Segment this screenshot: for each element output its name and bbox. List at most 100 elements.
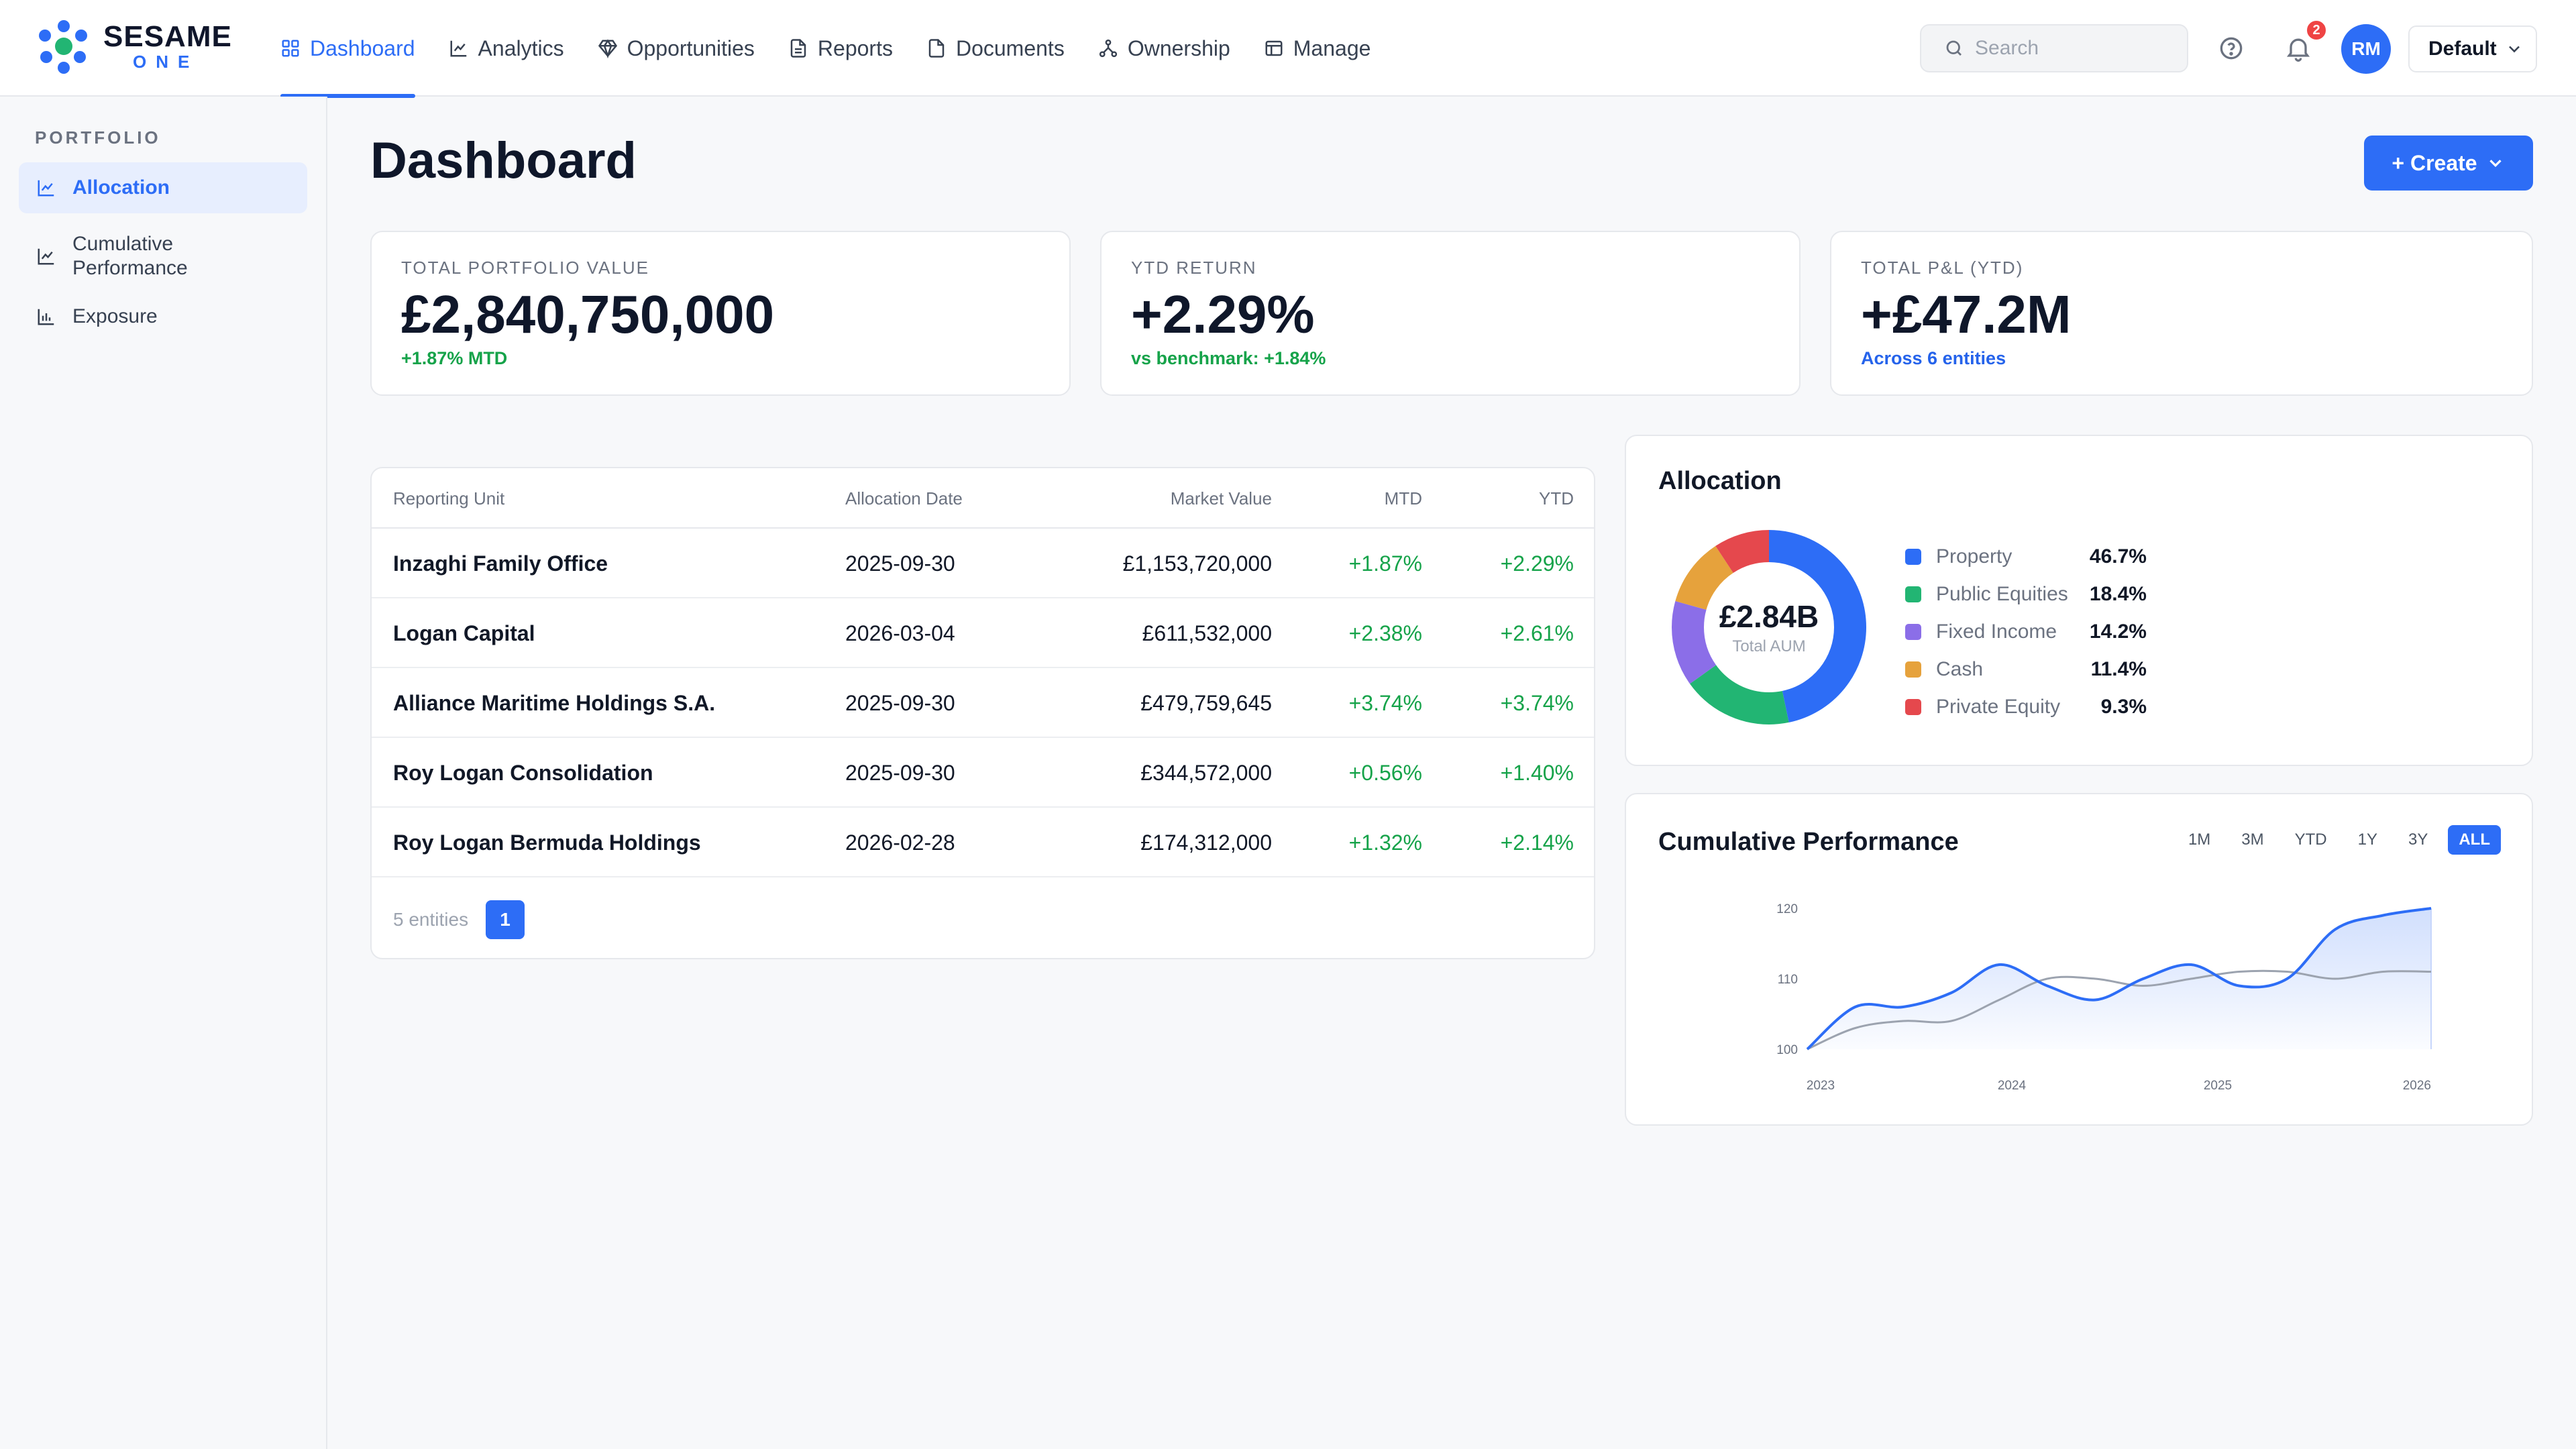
sidebar-item-label: Exposure [72, 305, 158, 327]
legend-item[interactable]: Public Equities 18.4% [1905, 576, 2147, 613]
grid-icon [280, 38, 301, 58]
range-button[interactable]: 1Y [2357, 830, 2377, 849]
legend-item[interactable]: Property 46.7% [1905, 538, 2147, 576]
nav-manage[interactable]: Manage [1264, 0, 1371, 97]
column-header[interactable]: YTD [1539, 488, 1574, 508]
portfolio-line[interactable] [1806, 907, 2432, 1051]
column-header[interactable]: MTD [1384, 488, 1422, 508]
kpi-sub: +1.87% MTD [401, 348, 508, 368]
legend-label: Fixed Income [1936, 621, 2057, 643]
cell-mtd: +1.32% [1348, 830, 1422, 855]
donut-slice[interactable] [1672, 530, 1866, 724]
kpi-label: TOTAL P&L (YTD) [1861, 258, 2024, 278]
cell-mtd: +0.56% [1348, 760, 1422, 785]
benchmark-line[interactable] [1807, 969, 2432, 1051]
legend-value: 11.4% [2090, 658, 2147, 680]
kpi-card-total-pnl: TOTAL P&L (YTD) +£47.2M Across 6 entitie… [1830, 231, 2533, 396]
nav-ownership[interactable]: Ownership [1098, 0, 1230, 97]
cell-reporting-unit: Alliance Maritime Holdings S.A. [393, 690, 716, 715]
legend-label: Cash [1936, 658, 1984, 680]
cell-ytd: +1.40% [1500, 760, 1574, 785]
column-header[interactable]: Market Value [1170, 488, 1272, 508]
range-button[interactable]: YTD [2294, 830, 2327, 849]
kpi-label: YTD RETURN [1131, 258, 1257, 278]
create-button-label: + Create [2392, 150, 2477, 175]
chevron-down-icon [2489, 160, 2502, 168]
performance-title: Cumulative Performance [1658, 828, 1959, 856]
table-row[interactable]: Roy Logan Bermuda Holdings 2026-02-28 £174… [372, 808, 1594, 877]
sidebar-item-exposure[interactable]: Exposure [19, 297, 307, 337]
avatar[interactable]: RM [2341, 24, 2391, 74]
range-button[interactable]: ALL [2448, 825, 2501, 855]
nav-reports[interactable]: Reports [788, 0, 893, 97]
table-row[interactable]: Logan Capital 2026-03-04 £611,532,000 +2.38… [372, 598, 1594, 668]
donut-slice[interactable] [1672, 530, 1866, 724]
cell-mtd: +2.38% [1348, 621, 1422, 645]
help-icon[interactable] [2216, 34, 2246, 63]
legend-item[interactable]: Private Equity 9.3% [1905, 688, 2147, 726]
legend-value: 46.7% [2089, 545, 2147, 568]
cell-allocation-date: 2025-09-30 [845, 551, 955, 576]
sidebar: PORTFOLIO Allocation Cumulative Performa… [0, 97, 327, 1449]
donut-slice[interactable] [1672, 530, 1866, 724]
legend-label: Public Equities [1936, 583, 2068, 605]
cell-allocation-date: 2026-03-04 [845, 621, 955, 645]
range-button[interactable]: 3Y [2408, 830, 2428, 849]
kpi-label: TOTAL PORTFOLIO VALUE [401, 258, 649, 278]
range-button[interactable]: 3M [2241, 830, 2264, 849]
y-tick-label: 100 [1776, 1043, 1798, 1057]
cell-reporting-unit: Roy Logan Bermuda Holdings [393, 830, 701, 855]
column-header[interactable]: Reporting Unit [393, 488, 505, 508]
nav-label: Documents [955, 36, 1065, 60]
cell-ytd: +2.61% [1500, 621, 1574, 645]
portfolio-area [1807, 908, 2431, 1049]
legend-swatch [1905, 624, 1921, 640]
cell-market-value: £1,153,720,000 [1122, 551, 1272, 576]
cell-mtd: +1.87% [1348, 551, 1422, 576]
sidebar-item-allocation[interactable]: Allocation [19, 162, 307, 213]
cell-market-value: £479,759,645 [1140, 690, 1272, 715]
brand-logo[interactable]: SESAME ONE [35, 16, 232, 76]
cumulative-performance-card: Cumulative Performance 1M 3M YTD 1Y 3Y ALL 10… [1625, 793, 2533, 1126]
nav-dashboard[interactable]: Dashboard [280, 0, 415, 98]
sesame-logo-icon [35, 17, 91, 75]
nav-label: Ownership [1127, 36, 1230, 60]
line-chart-icon [38, 180, 54, 197]
pagination-page-button[interactable]: 1 [486, 900, 525, 939]
legend-item[interactable]: Cash 11.4% [1905, 651, 2147, 688]
profile-select-value: Default [2428, 38, 2497, 60]
sidebar-item-label: Allocation [72, 176, 170, 199]
nav-opportunities[interactable]: Opportunities [598, 0, 755, 97]
allocation-legend: Property 46.7% Public Equities 18.4% Fixed I… [1905, 538, 2147, 726]
total-aum-value: £2.84B [1719, 599, 1819, 634]
legend-value: 18.4% [2089, 583, 2147, 605]
bell-icon[interactable] [2284, 34, 2313, 63]
search-input[interactable]: Search [1920, 24, 2188, 72]
top-bar: SESAME ONE Dashboard Analytics Opportuni… [0, 0, 2576, 98]
table-row[interactable]: Inzaghi Family Office 2025-09-30 £1,153,72… [372, 529, 1594, 598]
x-tick-label: 2025 [2204, 1079, 2232, 1093]
nav-documents[interactable]: Documents [926, 0, 1065, 97]
cell-market-value: £174,312,000 [1140, 830, 1272, 855]
x-tick-label: 2024 [1998, 1079, 2027, 1093]
bar-chart-icon [38, 309, 54, 325]
profile-select[interactable]: Default [2408, 25, 2537, 72]
legend-item[interactable]: Fixed Income 14.2% [1905, 613, 2147, 651]
kpi-card-total-portfolio-value: TOTAL PORTFOLIO VALUE £2,840,750,000 +1.… [370, 231, 1071, 396]
y-tick-label: 110 [1778, 973, 1798, 987]
brand-name: SESAME [103, 20, 232, 53]
table-header: Reporting Unit Allocation Date Market Va… [372, 468, 1594, 529]
column-header[interactable]: Allocation Date [845, 488, 963, 508]
search-placeholder: Search [1975, 37, 2039, 59]
sidebar-item-cumulative-performance[interactable]: Cumulative Performance [19, 228, 307, 284]
nav-analytics[interactable]: Analytics [449, 0, 564, 97]
legend-swatch [1905, 661, 1921, 678]
diamond-icon [598, 38, 618, 58]
cell-reporting-unit: Inzaghi Family Office [393, 551, 608, 576]
table-row[interactable]: Roy Logan Consolidation 2025-09-30 £344,57… [372, 738, 1594, 808]
create-button[interactable]: + Create [2364, 136, 2533, 191]
allocation-table: Reporting Unit Allocation Date Market Va… [370, 467, 1595, 959]
range-button[interactable]: 1M [2188, 830, 2211, 849]
cell-market-value: £611,532,000 [1142, 621, 1272, 645]
table-row[interactable]: Alliance Maritime Holdings S.A. 2025-09-3… [372, 668, 1594, 738]
